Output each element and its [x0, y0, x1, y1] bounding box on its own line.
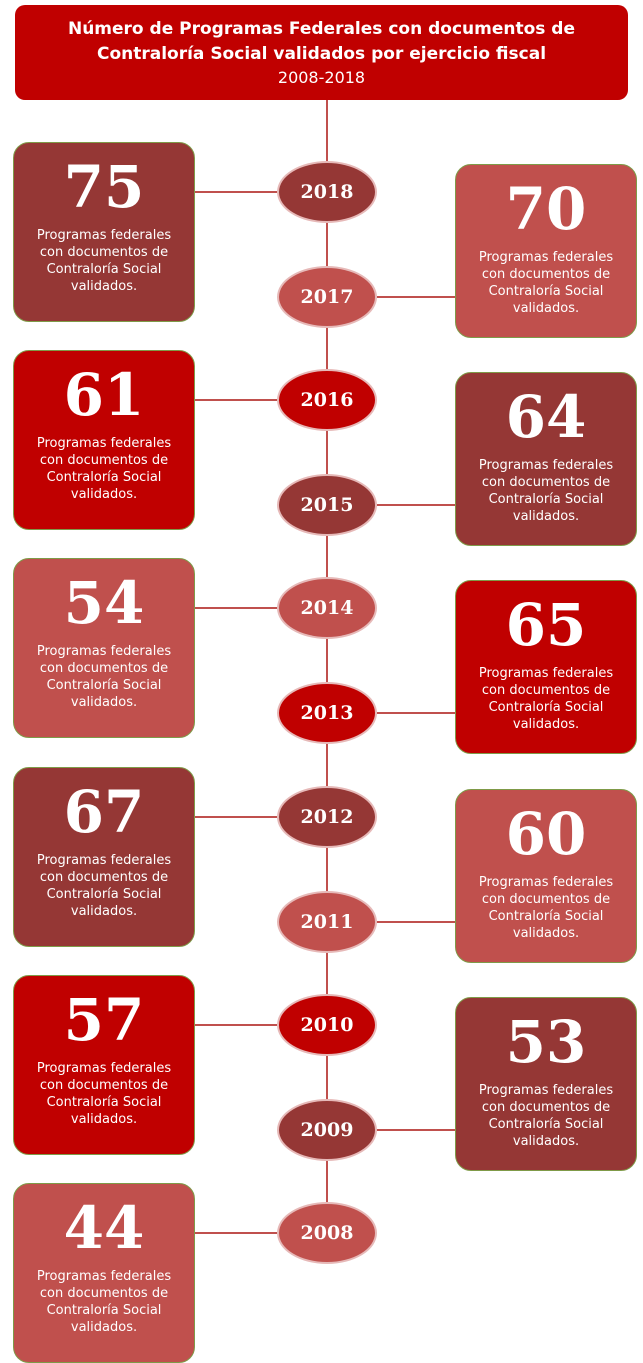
value-card: 64 Programas federales con documentos de …	[455, 372, 637, 547]
connector	[377, 504, 455, 507]
value: 44	[63, 1194, 145, 1262]
value: 53	[505, 1007, 587, 1076]
connector	[195, 607, 277, 610]
subtitle: 2008-2018	[277, 68, 366, 87]
description: Programas federales con documentos de Co…	[36, 228, 172, 294]
value-card: 53 Programas federales con documentos de …	[455, 996, 637, 1171]
value: 70	[505, 175, 587, 243]
value: 54	[63, 569, 145, 638]
value-card: 57 Programas federales con documentos de …	[13, 974, 195, 1155]
value: 65	[505, 591, 587, 660]
description: Programas federales con documentos de Co…	[478, 458, 614, 525]
value: 67	[63, 777, 145, 846]
title-box: Número de Programas Federales con docume…	[15, 5, 628, 100]
value: 64	[505, 383, 587, 452]
value: 75	[63, 153, 145, 221]
description: Programas federales con documentos de Co…	[36, 1269, 172, 1335]
connector	[377, 920, 455, 923]
connector	[195, 191, 277, 193]
year-badge: 2016	[277, 369, 377, 432]
value-card: 61 Programas federales con documentos de …	[13, 350, 195, 531]
value-card: 67 Programas federales con documentos de …	[13, 766, 195, 947]
value: 57	[63, 985, 145, 1054]
value-card: 75 Programas federales con documentos de …	[13, 142, 195, 322]
description: Programas federales con documentos de Co…	[478, 874, 614, 941]
year-badge: 2008	[277, 1202, 377, 1264]
connector	[195, 399, 277, 402]
year-badge: 2013	[277, 682, 377, 745]
year-badge: 2009	[277, 1098, 377, 1161]
timeline-spine	[326, 100, 328, 1235]
value-card: 44 Programas federales con documentos de …	[13, 1183, 195, 1363]
connector	[195, 1023, 277, 1026]
connector	[377, 296, 455, 298]
year-badge: 2014	[277, 577, 377, 640]
description: Programas federales con documentos de Co…	[36, 436, 172, 503]
description: Programas federales con documentos de Co…	[478, 250, 614, 316]
year-badge: 2015	[277, 474, 377, 537]
title: Número de Programas Federales con docume…	[67, 19, 576, 64]
connector	[377, 712, 455, 715]
value: 60	[505, 799, 587, 868]
description: Programas federales con documentos de Co…	[478, 1082, 614, 1149]
value-card: 70 Programas federales con documentos de …	[455, 164, 637, 338]
value: 61	[63, 361, 145, 430]
value-card: 54 Programas federales con documentos de …	[13, 558, 195, 739]
description: Programas federales con documentos de Co…	[478, 666, 614, 733]
year-badge: 2018	[277, 161, 377, 223]
description: Programas federales con documentos de Co…	[36, 644, 172, 711]
value-card: 60 Programas federales con documentos de …	[455, 788, 637, 963]
connector	[195, 1232, 277, 1234]
description: Programas federales con documentos de Co…	[36, 852, 172, 919]
connector	[377, 1128, 455, 1131]
description: Programas federales con documentos de Co…	[36, 1060, 172, 1127]
value-card: 65 Programas federales con documentos de …	[455, 580, 637, 755]
year-badge: 2012	[277, 785, 377, 848]
year-badge: 2011	[277, 890, 377, 953]
year-badge: 2017	[277, 266, 377, 328]
connector	[195, 815, 277, 818]
year-badge: 2010	[277, 993, 377, 1056]
